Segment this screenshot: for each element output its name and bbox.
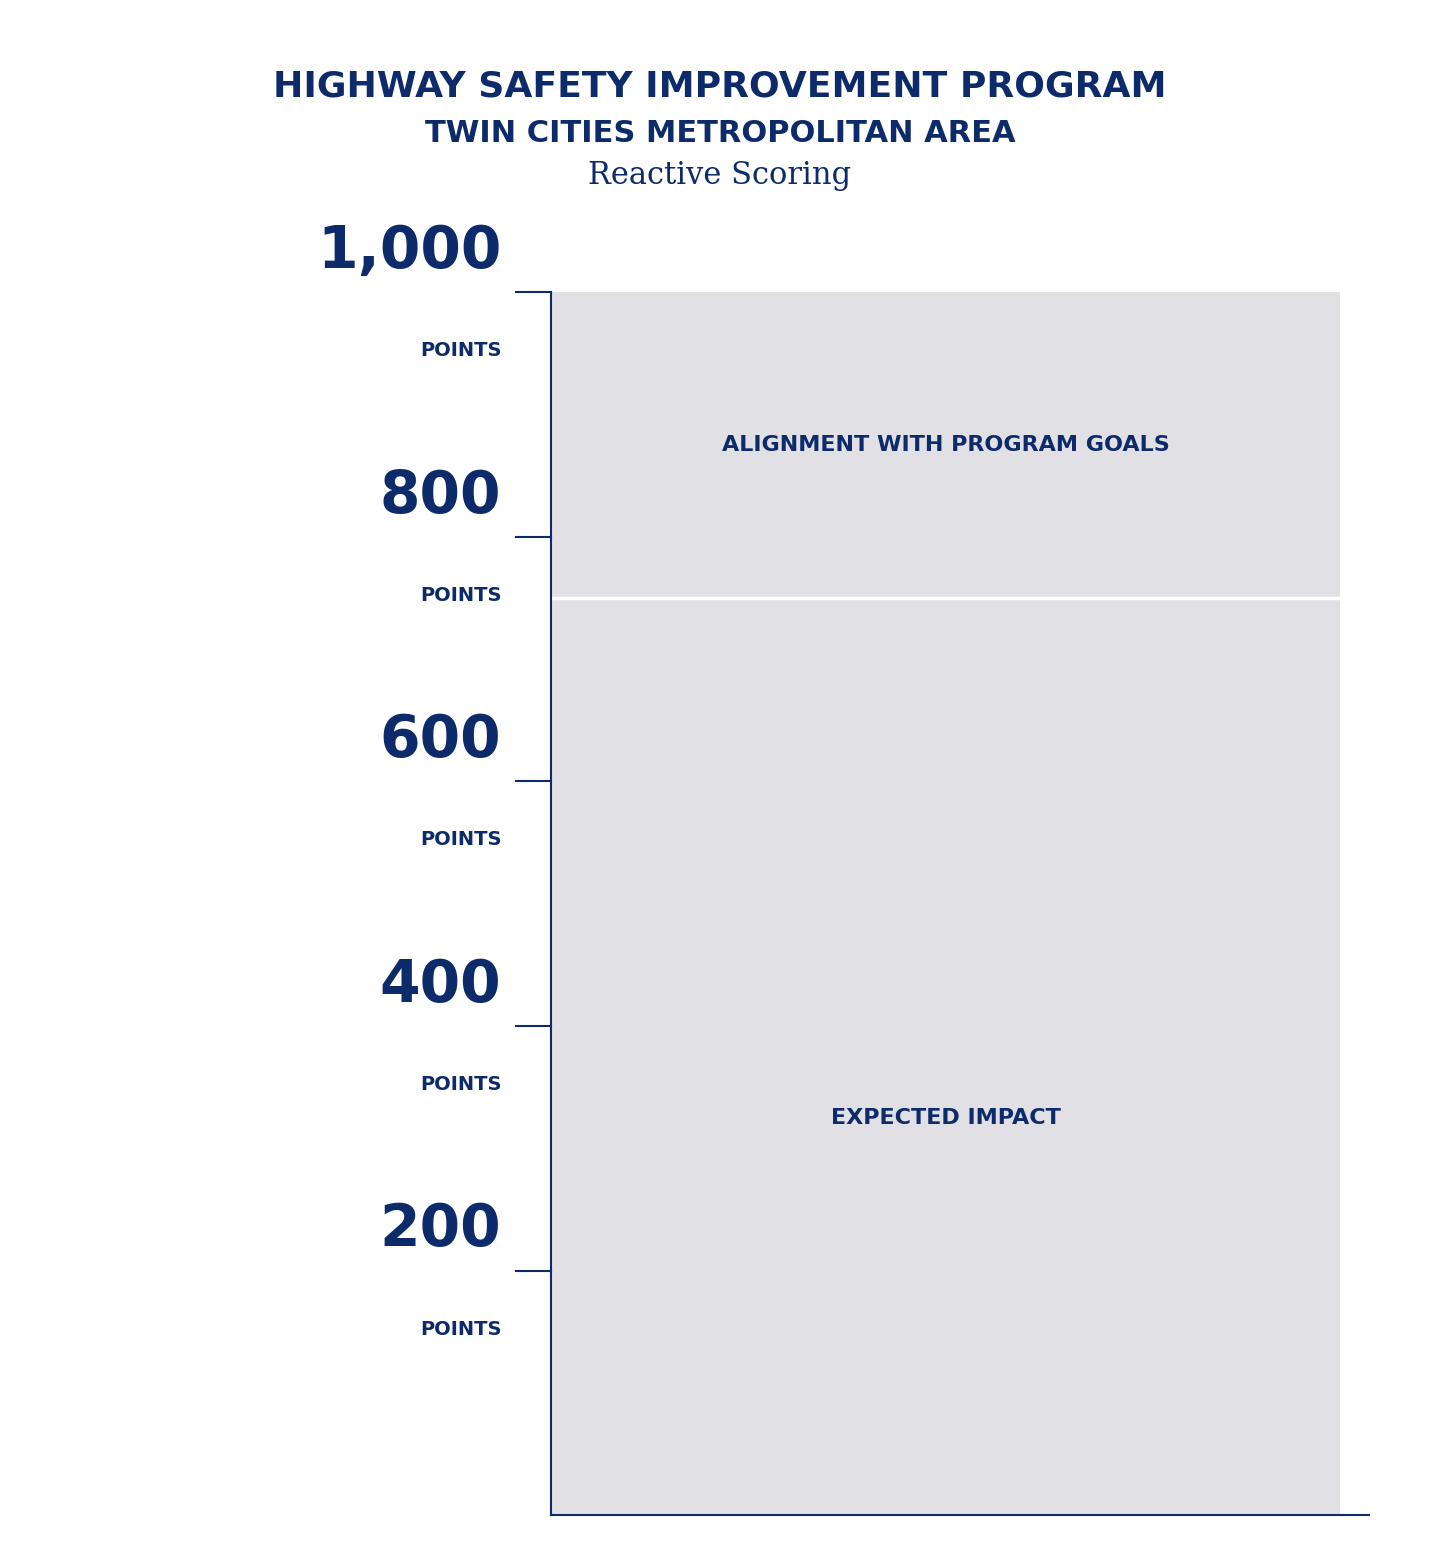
- Text: Reactive Scoring: Reactive Scoring: [589, 160, 851, 191]
- Text: EXPECTED IMPACT: EXPECTED IMPACT: [831, 1108, 1060, 1128]
- Text: 200: 200: [380, 1202, 501, 1258]
- Text: POINTS: POINTS: [420, 1319, 501, 1338]
- Text: TWIN CITIES METROPOLITAN AREA: TWIN CITIES METROPOLITAN AREA: [425, 119, 1015, 147]
- Text: ALIGNMENT WITH PROGRAM GOALS: ALIGNMENT WITH PROGRAM GOALS: [721, 436, 1169, 454]
- Text: 1,000: 1,000: [317, 223, 501, 280]
- FancyBboxPatch shape: [550, 599, 1341, 1515]
- Text: 600: 600: [380, 711, 501, 769]
- Text: 800: 800: [380, 467, 501, 525]
- Text: HIGHWAY SAFETY IMPROVEMENT PROGRAM: HIGHWAY SAFETY IMPROVEMENT PROGRAM: [274, 69, 1166, 103]
- Text: 400: 400: [380, 957, 501, 1014]
- Text: POINTS: POINTS: [420, 342, 501, 360]
- FancyBboxPatch shape: [550, 291, 1341, 599]
- Text: POINTS: POINTS: [420, 831, 501, 849]
- Text: POINTS: POINTS: [420, 1075, 501, 1094]
- Text: POINTS: POINTS: [420, 586, 501, 605]
